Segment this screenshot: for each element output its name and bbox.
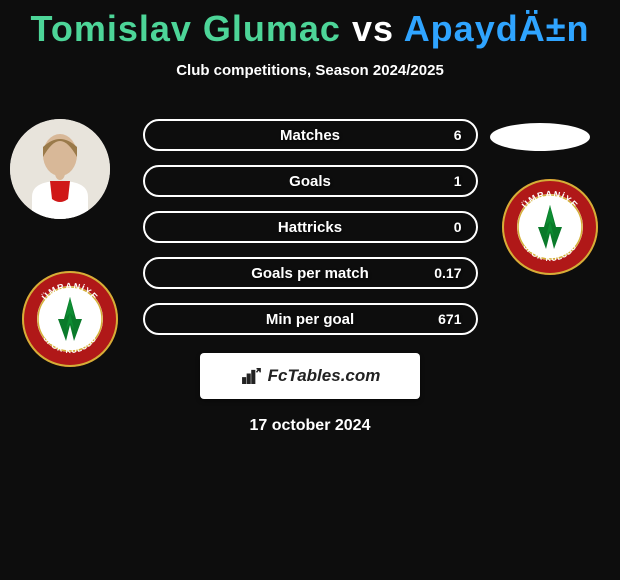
stat-label: Min per goal bbox=[266, 311, 354, 328]
player2-name: ApaydÄ±n bbox=[404, 8, 590, 49]
stat-label: Hattricks bbox=[278, 219, 342, 236]
player1-photo bbox=[10, 119, 110, 219]
player2-photo bbox=[490, 123, 590, 151]
date-line: 17 october 2024 bbox=[0, 417, 620, 435]
fctables-branding[interactable]: FcTables.com bbox=[200, 353, 420, 399]
comparison-title: Tomislav Glumac vs ApaydÄ±n bbox=[0, 0, 620, 50]
stat-row: Goals 1 bbox=[143, 165, 478, 197]
player1-name: Tomislav Glumac bbox=[31, 8, 341, 49]
stat-row: Goals per match 0.17 bbox=[143, 257, 478, 289]
stat-label: Goals per match bbox=[251, 265, 369, 282]
stats-list: Matches 6 Goals 1 Hattricks 0 Goals per match 0… bbox=[143, 119, 478, 335]
stat-row: Hattricks 0 bbox=[143, 211, 478, 243]
chart-icon bbox=[240, 365, 262, 387]
player2-club-badge: ÜMRANİYE SPOR KULÜBÜ bbox=[500, 177, 600, 277]
stat-value: 0.17 bbox=[434, 265, 461, 281]
stat-value: 671 bbox=[438, 311, 461, 327]
umraniye-badge-icon: ÜMRANİYE SPOR KULÜBÜ bbox=[20, 269, 120, 369]
stat-row: Min per goal 671 bbox=[143, 303, 478, 335]
stat-value: 6 bbox=[454, 127, 462, 143]
stat-value: 1 bbox=[454, 173, 462, 189]
fctables-label: FcTables.com bbox=[268, 366, 381, 386]
content-area: ÜMRANİYE SPOR KULÜBÜ ÜMRANİYE SPOR KULÜB… bbox=[0, 119, 620, 435]
stat-value: 0 bbox=[454, 219, 462, 235]
umraniye-badge-icon: ÜMRANİYE SPOR KULÜBÜ bbox=[500, 177, 600, 277]
vs-separator: vs bbox=[352, 8, 394, 49]
player1-avatar-icon bbox=[10, 119, 110, 219]
stat-row: Matches 6 bbox=[143, 119, 478, 151]
player1-club-badge: ÜMRANİYE SPOR KULÜBÜ bbox=[20, 269, 120, 369]
subtitle: Club competitions, Season 2024/2025 bbox=[0, 62, 620, 79]
stat-label: Goals bbox=[289, 173, 331, 190]
stat-label: Matches bbox=[280, 127, 340, 144]
